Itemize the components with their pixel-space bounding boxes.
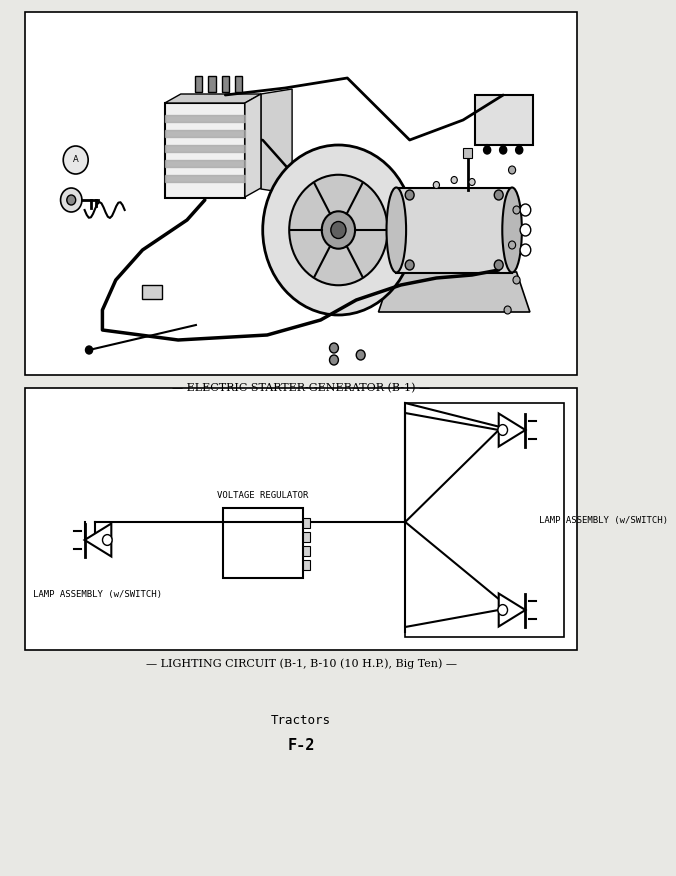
- Circle shape: [322, 211, 355, 249]
- Circle shape: [329, 343, 339, 353]
- Text: F-2: F-2: [287, 738, 315, 752]
- Circle shape: [331, 222, 346, 238]
- Text: — LIGHTING CIRCUIT (B-1, B-10 (10 H.P.), Big Ten) —: — LIGHTING CIRCUIT (B-1, B-10 (10 H.P.),…: [145, 658, 456, 668]
- Circle shape: [513, 276, 520, 284]
- Circle shape: [516, 146, 523, 154]
- Circle shape: [405, 260, 414, 270]
- Bar: [208, 76, 216, 92]
- Bar: [165, 103, 245, 198]
- Bar: [222, 76, 229, 92]
- Bar: [396, 188, 512, 273]
- Polygon shape: [165, 130, 245, 137]
- Circle shape: [85, 346, 93, 354]
- Polygon shape: [165, 115, 245, 122]
- Text: — ELECTRIC STARTER-GENERATOR (B-1) —: — ELECTRIC STARTER-GENERATOR (B-1) —: [172, 383, 430, 393]
- Polygon shape: [379, 272, 530, 312]
- Text: LAMP ASSEMBLY (w/SWITCH): LAMP ASSEMBLY (w/SWITCH): [34, 590, 162, 599]
- Bar: [25, 12, 577, 375]
- Ellipse shape: [387, 187, 406, 272]
- Bar: [25, 388, 577, 650]
- Bar: [303, 532, 310, 542]
- Bar: [235, 76, 242, 92]
- Circle shape: [520, 244, 531, 256]
- Circle shape: [483, 146, 491, 154]
- Polygon shape: [499, 594, 525, 626]
- Bar: [303, 546, 310, 556]
- Circle shape: [289, 174, 387, 286]
- Text: LAMP ASSEMBLY (w/SWITCH): LAMP ASSEMBLY (w/SWITCH): [539, 515, 668, 525]
- Polygon shape: [165, 94, 261, 103]
- Circle shape: [67, 195, 76, 205]
- Polygon shape: [245, 94, 261, 197]
- Bar: [405, 403, 564, 637]
- Bar: [463, 148, 472, 158]
- Circle shape: [329, 355, 339, 365]
- Bar: [303, 518, 310, 528]
- Circle shape: [500, 146, 507, 154]
- Circle shape: [356, 350, 365, 360]
- Circle shape: [405, 190, 414, 200]
- Circle shape: [494, 190, 503, 200]
- Polygon shape: [165, 175, 245, 182]
- Polygon shape: [165, 160, 245, 167]
- Circle shape: [508, 241, 516, 249]
- Circle shape: [498, 604, 508, 616]
- Text: VOLTAGE REGULATOR: VOLTAGE REGULATOR: [217, 491, 308, 500]
- Polygon shape: [165, 145, 245, 152]
- Circle shape: [263, 145, 414, 315]
- Circle shape: [494, 260, 503, 270]
- Circle shape: [433, 181, 439, 188]
- Circle shape: [451, 176, 457, 183]
- Bar: [303, 560, 310, 570]
- Polygon shape: [84, 524, 112, 556]
- Text: Tractors: Tractors: [271, 713, 331, 726]
- Bar: [143, 285, 162, 299]
- Ellipse shape: [502, 187, 522, 272]
- Circle shape: [469, 179, 475, 186]
- Circle shape: [498, 425, 508, 435]
- Bar: [222, 508, 303, 578]
- Circle shape: [520, 204, 531, 216]
- Circle shape: [508, 166, 516, 174]
- Circle shape: [103, 534, 112, 546]
- Bar: [475, 95, 533, 145]
- Text: A: A: [73, 156, 78, 165]
- Circle shape: [64, 146, 88, 174]
- Circle shape: [513, 206, 520, 214]
- Circle shape: [61, 188, 82, 212]
- Polygon shape: [499, 413, 525, 447]
- Bar: [195, 76, 202, 92]
- Circle shape: [504, 306, 511, 314]
- Circle shape: [520, 224, 531, 236]
- Polygon shape: [261, 89, 292, 194]
